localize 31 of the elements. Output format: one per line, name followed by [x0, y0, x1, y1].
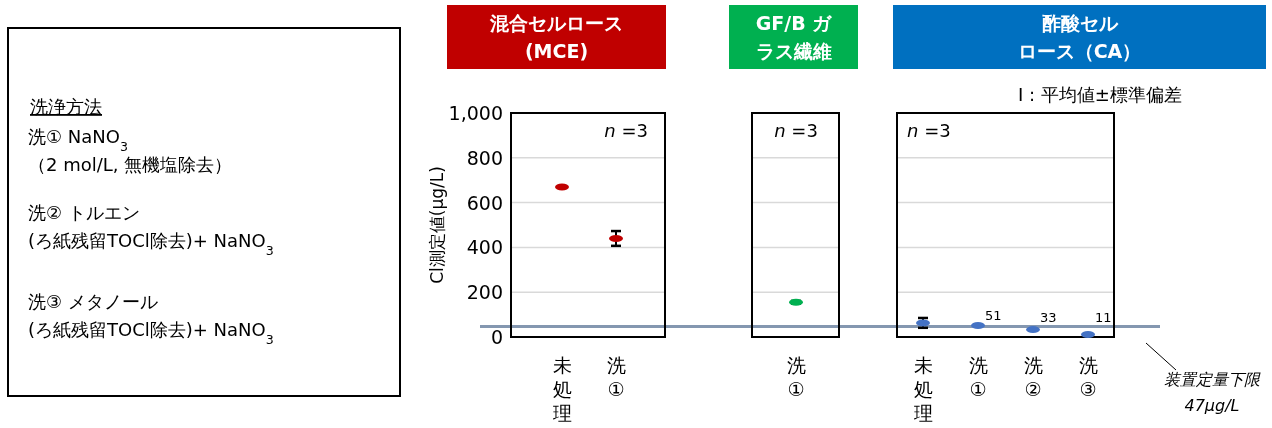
chart-title: 混合セルロース(MCE)	[489, 12, 623, 62]
y-tick-label: 1,000	[448, 102, 503, 124]
text: （2 mol/L, 無機塩除去）	[28, 154, 233, 175]
annotation: n =3	[907, 120, 951, 141]
annotation: n =3	[774, 120, 818, 141]
text: (ろ紙残留TOCl除去)+ NaNO$_{3}$	[28, 319, 274, 347]
x-tick-label: 未処理	[552, 354, 572, 424]
chart-title: 酢酸セルロース（CA）	[1017, 12, 1142, 62]
chart-title: GF/B ガラス繊維	[755, 12, 834, 62]
ref-line-label: 装置定量下限 47μg/L	[1164, 370, 1261, 415]
text: (ろ紙残留TOCl除去)+ NaNO$_{3}$	[28, 230, 274, 258]
text: 洗① NaNO$_{3}$	[28, 126, 129, 154]
x-tick-label: 洗①	[606, 354, 626, 400]
y-tick-label: 400	[466, 236, 503, 259]
text: 洗③ メタノール	[28, 291, 158, 312]
x-tick-label: 洗③	[1078, 354, 1098, 400]
x-tick-label: 未処理	[913, 354, 933, 424]
annotation: n =3	[604, 120, 648, 141]
text: I : 平均値±標準偏差	[1018, 84, 1182, 105]
data-label: 33	[1040, 310, 1057, 325]
text: 洗② トルエン	[28, 202, 140, 223]
x-tick-label: 洗①	[968, 354, 988, 400]
y-tick-label: 200	[466, 281, 503, 304]
y-axis-title: Cl測定値(μg/L)	[427, 166, 447, 284]
y-tick-label: 600	[466, 191, 503, 214]
y-tick-label: 800	[466, 146, 503, 169]
y-tick-label: 0	[490, 326, 503, 348]
x-tick-label: 洗①	[786, 354, 806, 400]
data-label: 51	[985, 307, 1002, 323]
x-tick-label: 洗②	[1023, 354, 1043, 400]
data-label: 11	[1095, 310, 1112, 325]
